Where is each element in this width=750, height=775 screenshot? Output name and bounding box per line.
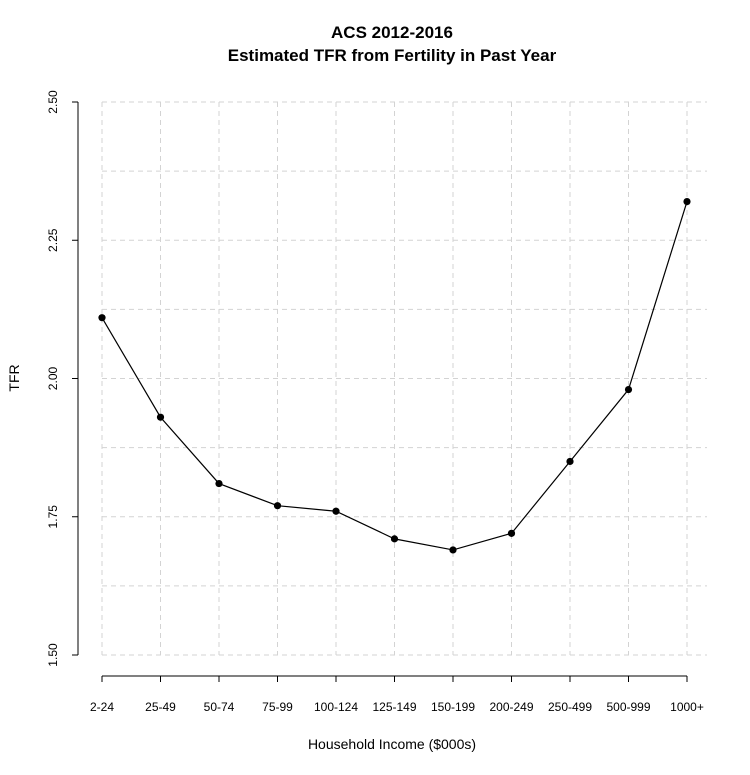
grid — [101, 101, 707, 656]
y-tick-label: 1.75 — [46, 505, 60, 529]
y-tick-label: 2.00 — [46, 366, 60, 390]
data-point — [98, 314, 106, 322]
x-axis-label: Household Income ($000s) — [308, 736, 476, 752]
x-tick-label: 1000+ — [670, 700, 704, 714]
y-tick-label: 1.50 — [46, 643, 60, 667]
y-axis-label: TFR — [6, 364, 22, 391]
y-tick-label: 2.50 — [46, 90, 60, 114]
data-point — [507, 529, 516, 537]
chart-subtitle: Estimated TFR from Fertility in Past Yea… — [228, 46, 557, 65]
chart-title: ACS 2012-2016 — [331, 23, 453, 42]
x-tick-label: 200-249 — [489, 700, 533, 714]
data-point — [156, 413, 165, 421]
x-tick-label: 50-74 — [204, 700, 235, 714]
data-point — [683, 197, 691, 206]
x-tick-label: 100-124 — [314, 700, 358, 714]
x-tick-label: 250-499 — [548, 700, 592, 714]
x-tick-label: 150-199 — [431, 700, 475, 714]
data-point — [566, 457, 574, 466]
data-point — [273, 502, 282, 510]
data-point — [390, 535, 399, 543]
series — [98, 197, 691, 554]
data-point — [332, 507, 340, 515]
y-tick-label: 2.25 — [46, 228, 60, 252]
x-tick-label: 75-99 — [262, 700, 293, 714]
data-point — [449, 546, 457, 554]
data-point — [215, 479, 223, 488]
x-tick-label: 500-999 — [606, 700, 650, 714]
x-tick-label: 2-24 — [90, 700, 114, 714]
x-tick-label: 125-149 — [372, 700, 416, 714]
axes: 1.50 1.75 2.00 2.25 2.50 2-24 25-49 50-74 75-99 1… — [46, 90, 704, 714]
data-point — [624, 385, 633, 394]
x-tick-label: 25-49 — [145, 700, 176, 714]
